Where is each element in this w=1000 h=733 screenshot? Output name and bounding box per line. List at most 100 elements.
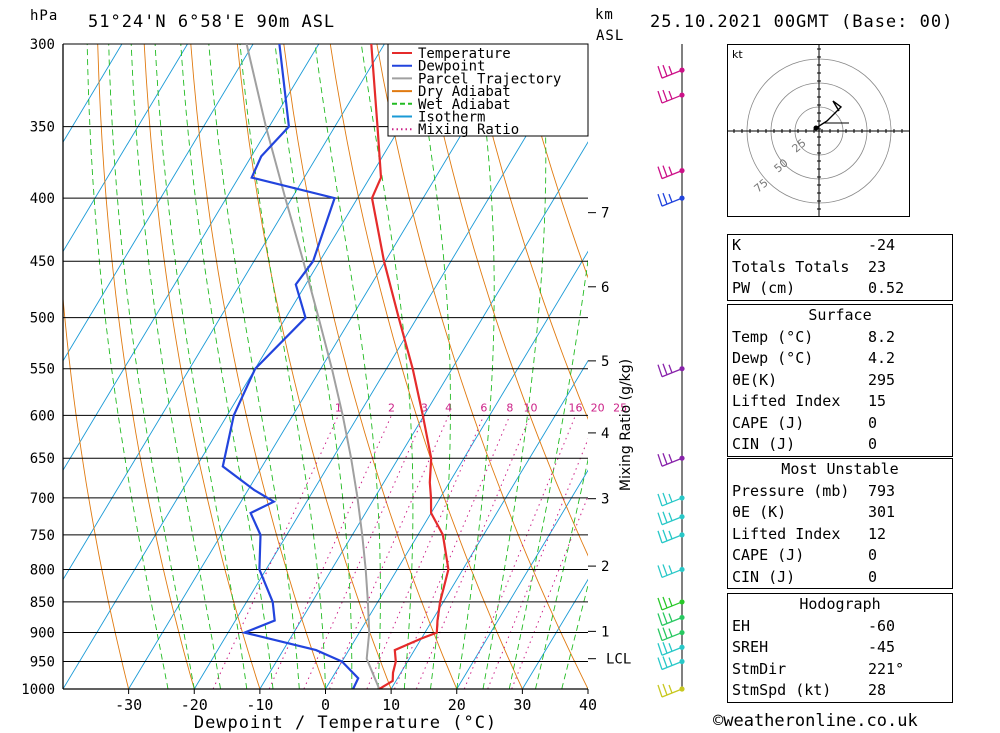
pressure-tick-label: 350 [30, 120, 55, 136]
surface-value: 15 [868, 392, 887, 410]
pressure-unit-label: hPa [30, 8, 59, 24]
most-unstable-row: Pressure (mb) 793 [728, 481, 952, 503]
asl-label: ASL [596, 28, 625, 44]
pressure-tick-label: 450 [30, 254, 55, 270]
most-unstable-label: Lifted Index [732, 524, 841, 543]
isotherm-line [63, 44, 254, 362]
wind-barb [657, 627, 685, 642]
surface-title: Surface [808, 306, 872, 324]
hodograph-value: -60 [868, 616, 896, 635]
wet-adiabat-line [130, 44, 221, 689]
isotherm-line [193, 44, 582, 689]
hodograph-value: 28 [868, 681, 887, 699]
mixing-ratio-label: 25 [613, 401, 627, 414]
surface-label: CAPE (J) [732, 413, 805, 432]
hodograph-row: StmDir 221° [728, 659, 952, 681]
hodograph-row: StmSpd (kt) 28 [728, 680, 952, 702]
isotherm-line [128, 44, 516, 689]
pressure-tick-label: 750 [30, 528, 55, 544]
surface-row: Dewp (°C) 4.2 [728, 348, 952, 370]
mixing-ratio-label: 1 [335, 401, 342, 414]
surface-row: Lifted Index 15 [728, 391, 952, 413]
surface-label: Temp (°C) [732, 327, 814, 346]
surface-label: Dewp (°C) [732, 349, 814, 367]
wind-barb [657, 612, 685, 627]
isotherm-line [456, 469, 588, 689]
mixing-ratio-label: 3 [421, 401, 428, 414]
pressure-tick-label: 950 [30, 655, 55, 671]
hodograph-label: EH [732, 616, 751, 635]
pressure-tick-label: 650 [30, 451, 55, 467]
surface-table: Surface Temp (°C) 8.2 Dewp (°C) 4.2 θE(K) 295… [727, 304, 953, 457]
most-unstable-value: 12 [868, 524, 887, 543]
hodograph-trace [815, 100, 843, 129]
surface-value: 0 [868, 413, 878, 432]
x-tick-label: 0 [321, 696, 330, 714]
mixing-ratio-line [394, 415, 511, 689]
pressure-tick-label: 500 [30, 311, 55, 327]
surface-row: Temp (°C) 8.2 [728, 327, 952, 349]
hodograph-value: -45 [868, 638, 896, 656]
isotherm-line [63, 44, 188, 253]
legend-label: Wet Adiabat [418, 97, 511, 113]
km-tick-label: LCL [606, 652, 631, 668]
surface-row: CIN (J) 0 [728, 434, 952, 456]
km-tick-label: 4 [601, 426, 609, 442]
index-row: K -24 [728, 235, 952, 257]
index-label: PW (cm) [732, 279, 796, 297]
wet-adiabat-line [274, 44, 353, 689]
mixing-ratio-line [511, 494, 588, 689]
hodograph-row: SREH -45 [728, 637, 952, 659]
wind-barb [657, 683, 685, 698]
wind-barb [657, 64, 685, 79]
surface-value: 4.2 [868, 349, 896, 367]
isotherm-line [325, 250, 588, 689]
temperature-profile [370, 44, 450, 689]
km-tick-label: 6 [601, 280, 609, 296]
mixing-ratio-line [463, 415, 576, 689]
wet-adiabat-line [456, 44, 495, 689]
mixing-ratio-line [487, 437, 588, 689]
index-row: PW (cm) 0.52 [728, 278, 952, 300]
most-unstable-value: 0 [868, 546, 878, 564]
hodograph-ring-label: 75 [752, 176, 771, 195]
legend-label: Mixing Ratio [418, 122, 519, 138]
wind-barb [657, 165, 685, 180]
most-unstable-table: Most Unstable Pressure (mb) 793 θE (K) 301 L… [727, 458, 953, 589]
hodograph-ring-label: 50 [772, 156, 791, 175]
isotherm-line [390, 359, 588, 689]
wind-barb [657, 511, 685, 526]
indices-table: K -24 Totals Totals 23 PW (cm) 0.52 [727, 234, 953, 301]
isotherm-line [522, 578, 588, 689]
surface-row: CAPE (J) 0 [728, 413, 952, 435]
isotherm-line [259, 141, 588, 689]
x-tick-label: 40 [579, 696, 597, 714]
surface-label: Lifted Index [732, 392, 841, 410]
pressure-tick-label: 1000 [21, 682, 55, 698]
hodograph-unit: kt [732, 48, 743, 61]
surface-label: CIN (J) [732, 435, 796, 453]
legend-label: Parcel Trajectory [418, 71, 561, 87]
hodograph-value: 221° [868, 659, 905, 678]
x-tick-label: 10 [382, 696, 400, 714]
legend-label: Temperature [418, 46, 511, 62]
mixing-ratio-line [329, 415, 450, 689]
parcel-trajectory [245, 44, 381, 689]
hodograph-label: StmDir [732, 659, 787, 678]
index-value: 23 [868, 257, 887, 276]
mixing-ratio-label: 2 [388, 401, 395, 414]
legend-label: Isotherm [418, 110, 485, 126]
skew-t-chart: 3003504004505005506006507007508008509009… [21, 37, 700, 733]
hodograph-table: Hodograph EH -60 SREH -45 StmDir 221° StmSpd (… [727, 593, 953, 703]
surface-row: θE(K) 295 [728, 370, 952, 392]
most-unstable-label: Pressure (mb) [732, 481, 850, 500]
index-label: Totals Totals [732, 257, 850, 276]
km-label: km [595, 7, 614, 23]
mixing-ratio-line [268, 415, 392, 689]
isotherm-line [654, 44, 700, 689]
most-unstable-value: 0 [868, 567, 878, 586]
mixing-ratio-label: 16 [569, 401, 583, 414]
dry-adiabat-line [283, 44, 458, 689]
